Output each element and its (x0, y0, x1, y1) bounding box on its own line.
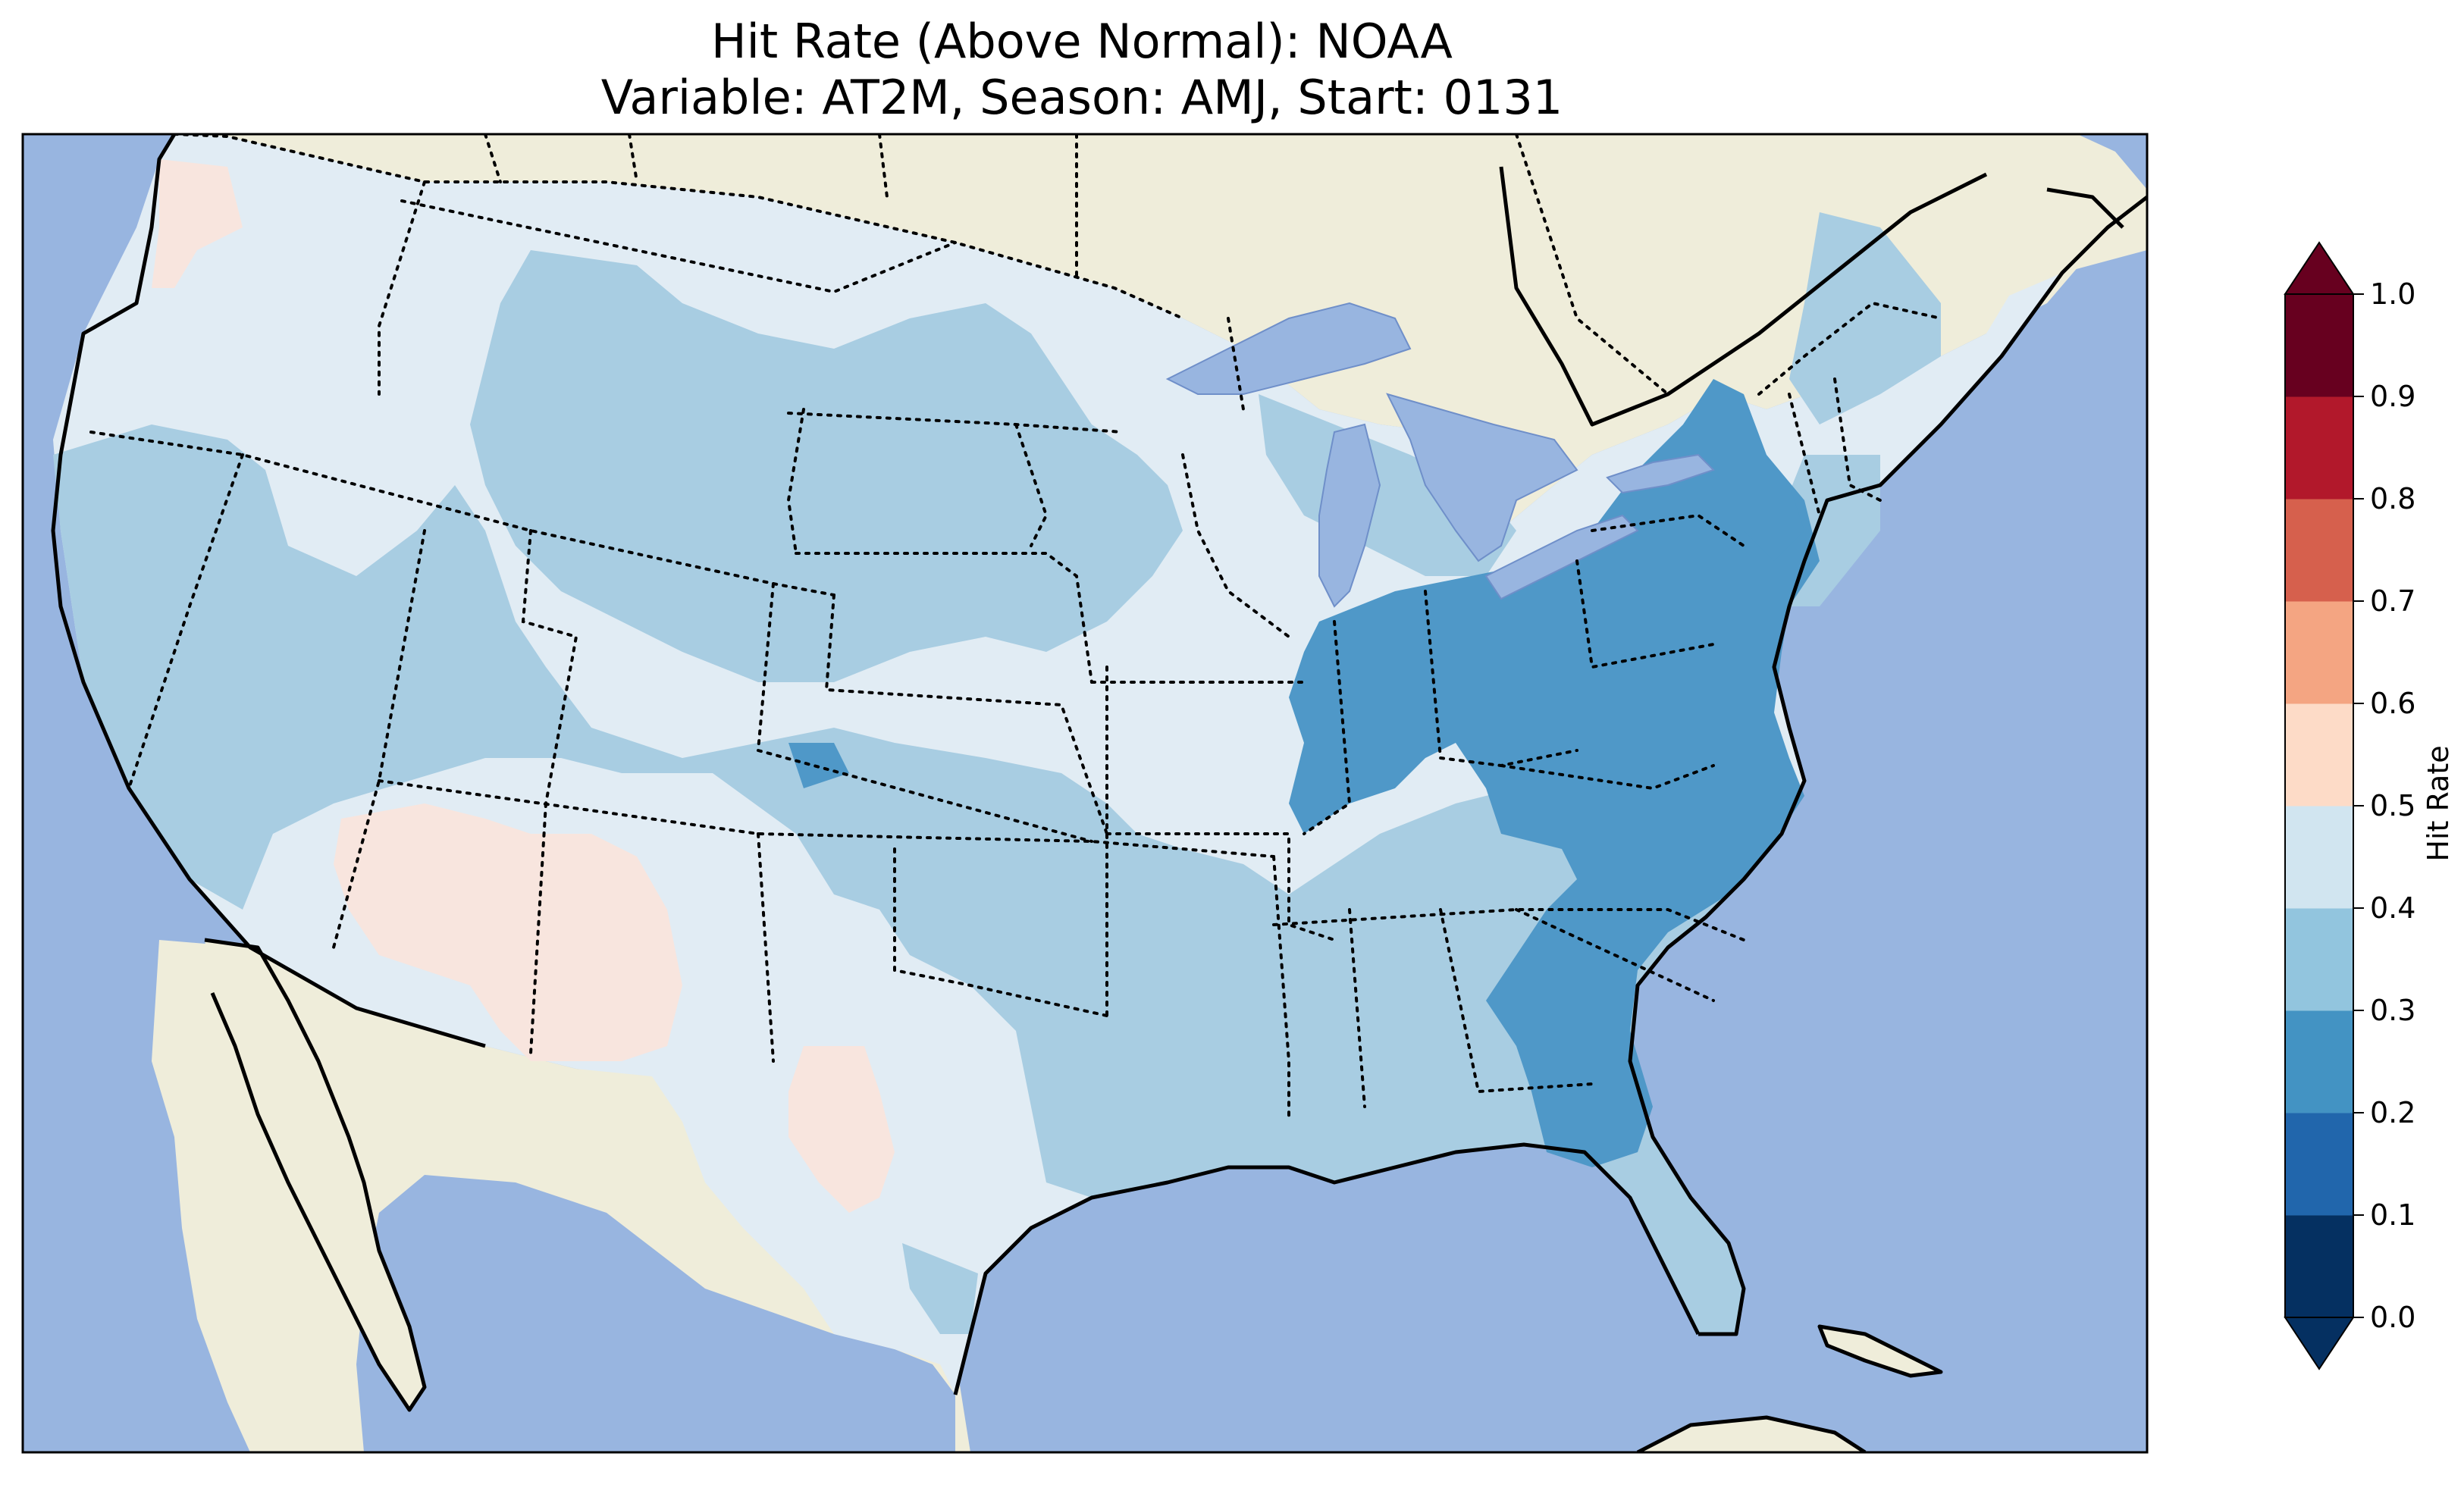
hit-rate-bin-0.3-0.4 (53, 212, 1941, 1334)
lake-erie (1484, 514, 1639, 600)
colorbar-bin-2 (2285, 1010, 2353, 1113)
mexico-land (152, 940, 970, 1452)
lake-ontario (1606, 453, 1715, 494)
gulf-cuba-land (1820, 1326, 1941, 1376)
colorbar-bin-4 (2285, 806, 2353, 909)
canada-land (174, 134, 2147, 523)
colorbar-bin-1 (2285, 1113, 2353, 1216)
colorbar-label: Hit Rate (2422, 745, 2455, 861)
colorbar-bin-5 (2285, 703, 2353, 807)
hit-rate-bin-0.5-0.6 (152, 159, 895, 1213)
colorbar-tick-label: 0.9 (2370, 380, 2415, 413)
colorbar-tick-label: 0.2 (2370, 1096, 2415, 1129)
colorbar-bin-7 (2285, 499, 2353, 602)
colorbar-tick-label: 1.0 (2370, 277, 2415, 311)
baja-peninsula-land (205, 940, 425, 1410)
colorbar-bin-0 (2285, 1215, 2353, 1318)
colorbar-tick-label: 0.1 (2370, 1198, 2415, 1232)
colorbar-tick-label: 0.6 (2370, 687, 2415, 720)
map-frame (21, 133, 2149, 1454)
colorbar-extend-min (2284, 1317, 2355, 1370)
colorbar-tick-label: 0.7 (2370, 584, 2415, 618)
state-boundaries (89, 134, 1942, 1123)
lake-superior (1165, 302, 1412, 395)
colorbar-tick-label: 0.0 (2370, 1301, 2415, 1334)
colorbar-tick-label: 0.3 (2370, 994, 2415, 1027)
map-panel (23, 134, 2147, 1452)
colorbar-bin-8 (2285, 396, 2353, 500)
colorbar-bin-9 (2285, 294, 2353, 397)
colorbar-bin-6 (2285, 601, 2353, 704)
figure-title-line-1: Hit Rate (Above Normal): NOAA (711, 14, 1453, 69)
colorbar-tick-label: 0.5 (2370, 789, 2415, 822)
lake-michigan (1318, 423, 1381, 608)
maine-maritimes-land (1986, 212, 2147, 296)
coastlines (51, 134, 2147, 1452)
colorbar-tick-label: 0.4 (2370, 891, 2415, 925)
colorbar-bin-3 (2285, 908, 2353, 1011)
colorbar: 0.0 0.1 0.2 0.3 0.4 0.5 0.6 0.7 0.8 0.9 1.0 (2284, 241, 2415, 1370)
figure-title-line-2: Variable: AT2M, Season: AMJ, Start: 0131 (601, 70, 1563, 125)
colorbar-extend-max (2284, 241, 2355, 295)
colorbar-tick-label: 0.8 (2370, 482, 2415, 515)
great-lakes (1165, 302, 1715, 608)
lake-huron (1386, 393, 1578, 562)
